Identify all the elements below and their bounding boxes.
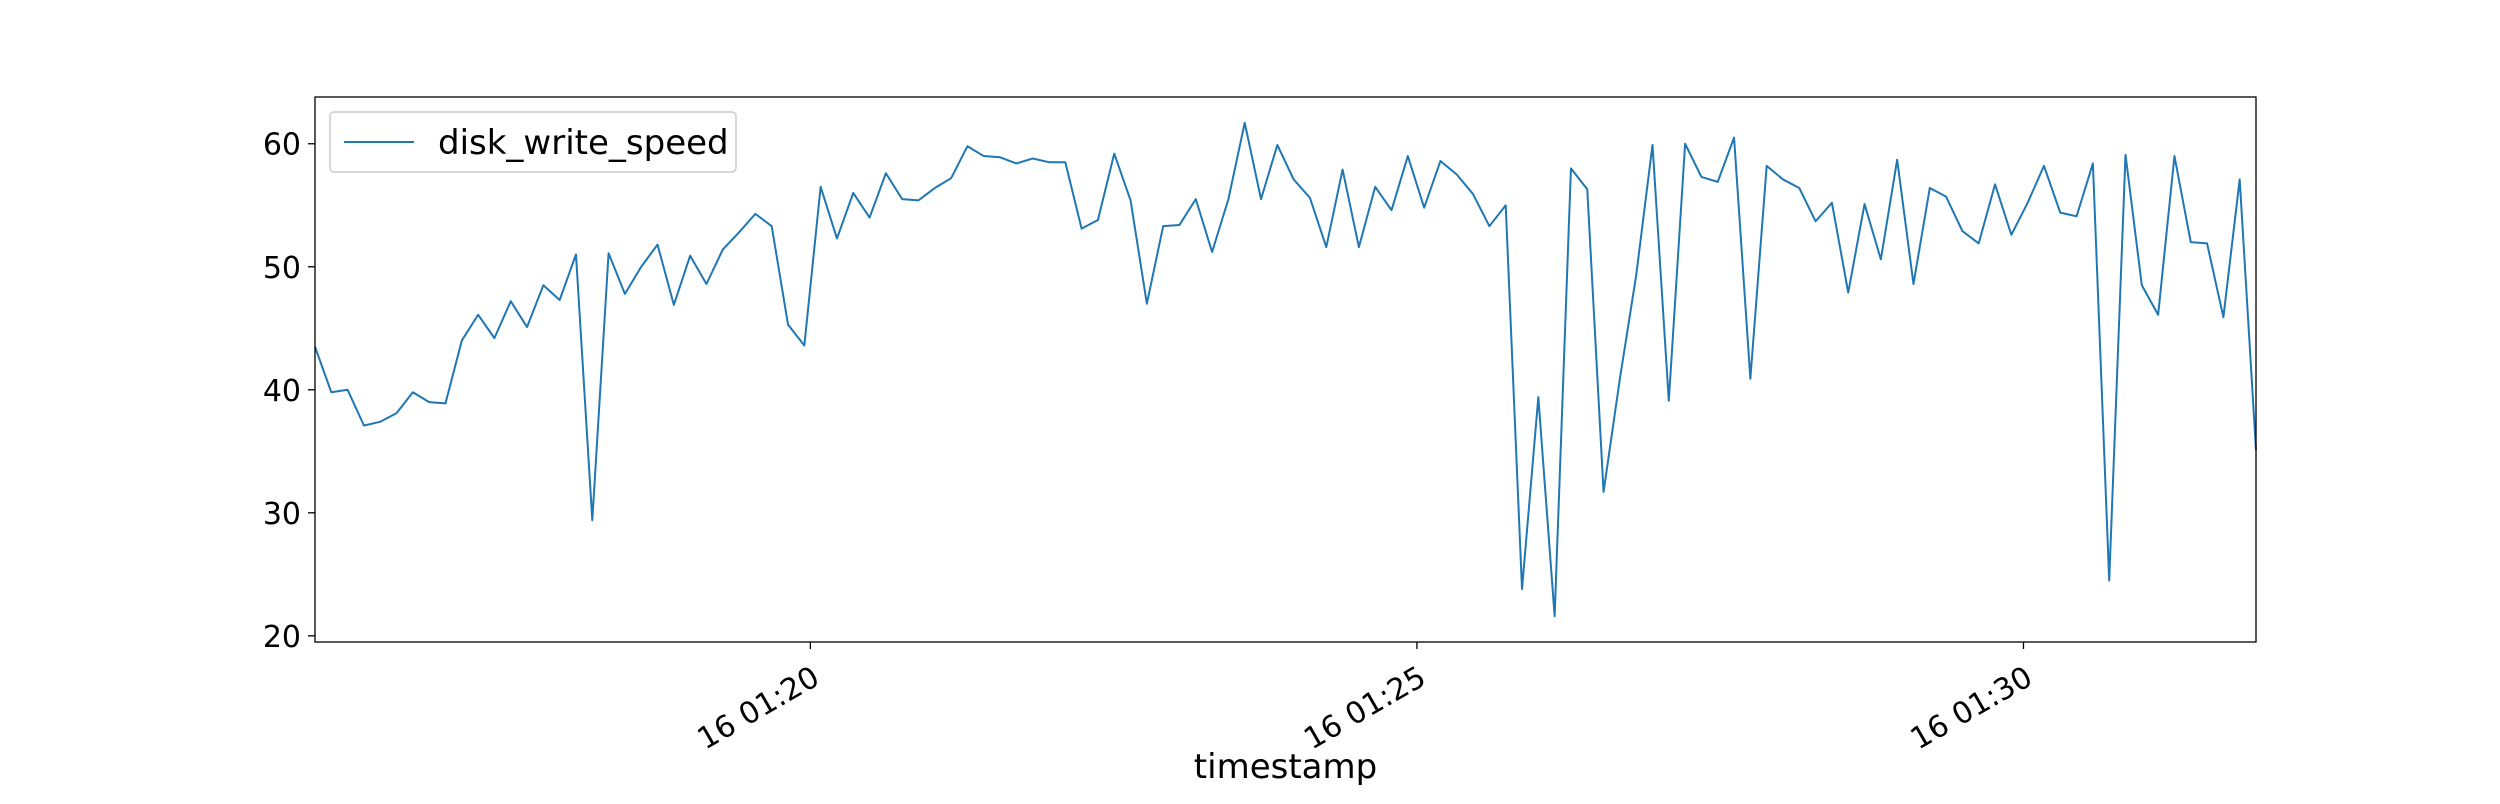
x-axis-label: timestamp	[1194, 747, 1377, 787]
series-line-disk-write-speed	[314, 121, 2257, 618]
y-tick-label: 40	[263, 374, 301, 409]
y-tick-label: 50	[263, 251, 301, 286]
x-tick-label: 16 01:25	[1298, 660, 1432, 757]
y-tick-label: 60	[263, 128, 301, 163]
legend-box	[329, 111, 737, 173]
y-tick-label: 30	[263, 497, 301, 532]
x-tick-label: 16 01:30	[1905, 660, 2039, 757]
y-tick-label: 20	[263, 620, 301, 655]
legend-label: disk_write_speed	[438, 123, 729, 163]
x-tick-label: 16 01:20	[692, 660, 826, 757]
plot-area-frame	[314, 96, 2257, 643]
